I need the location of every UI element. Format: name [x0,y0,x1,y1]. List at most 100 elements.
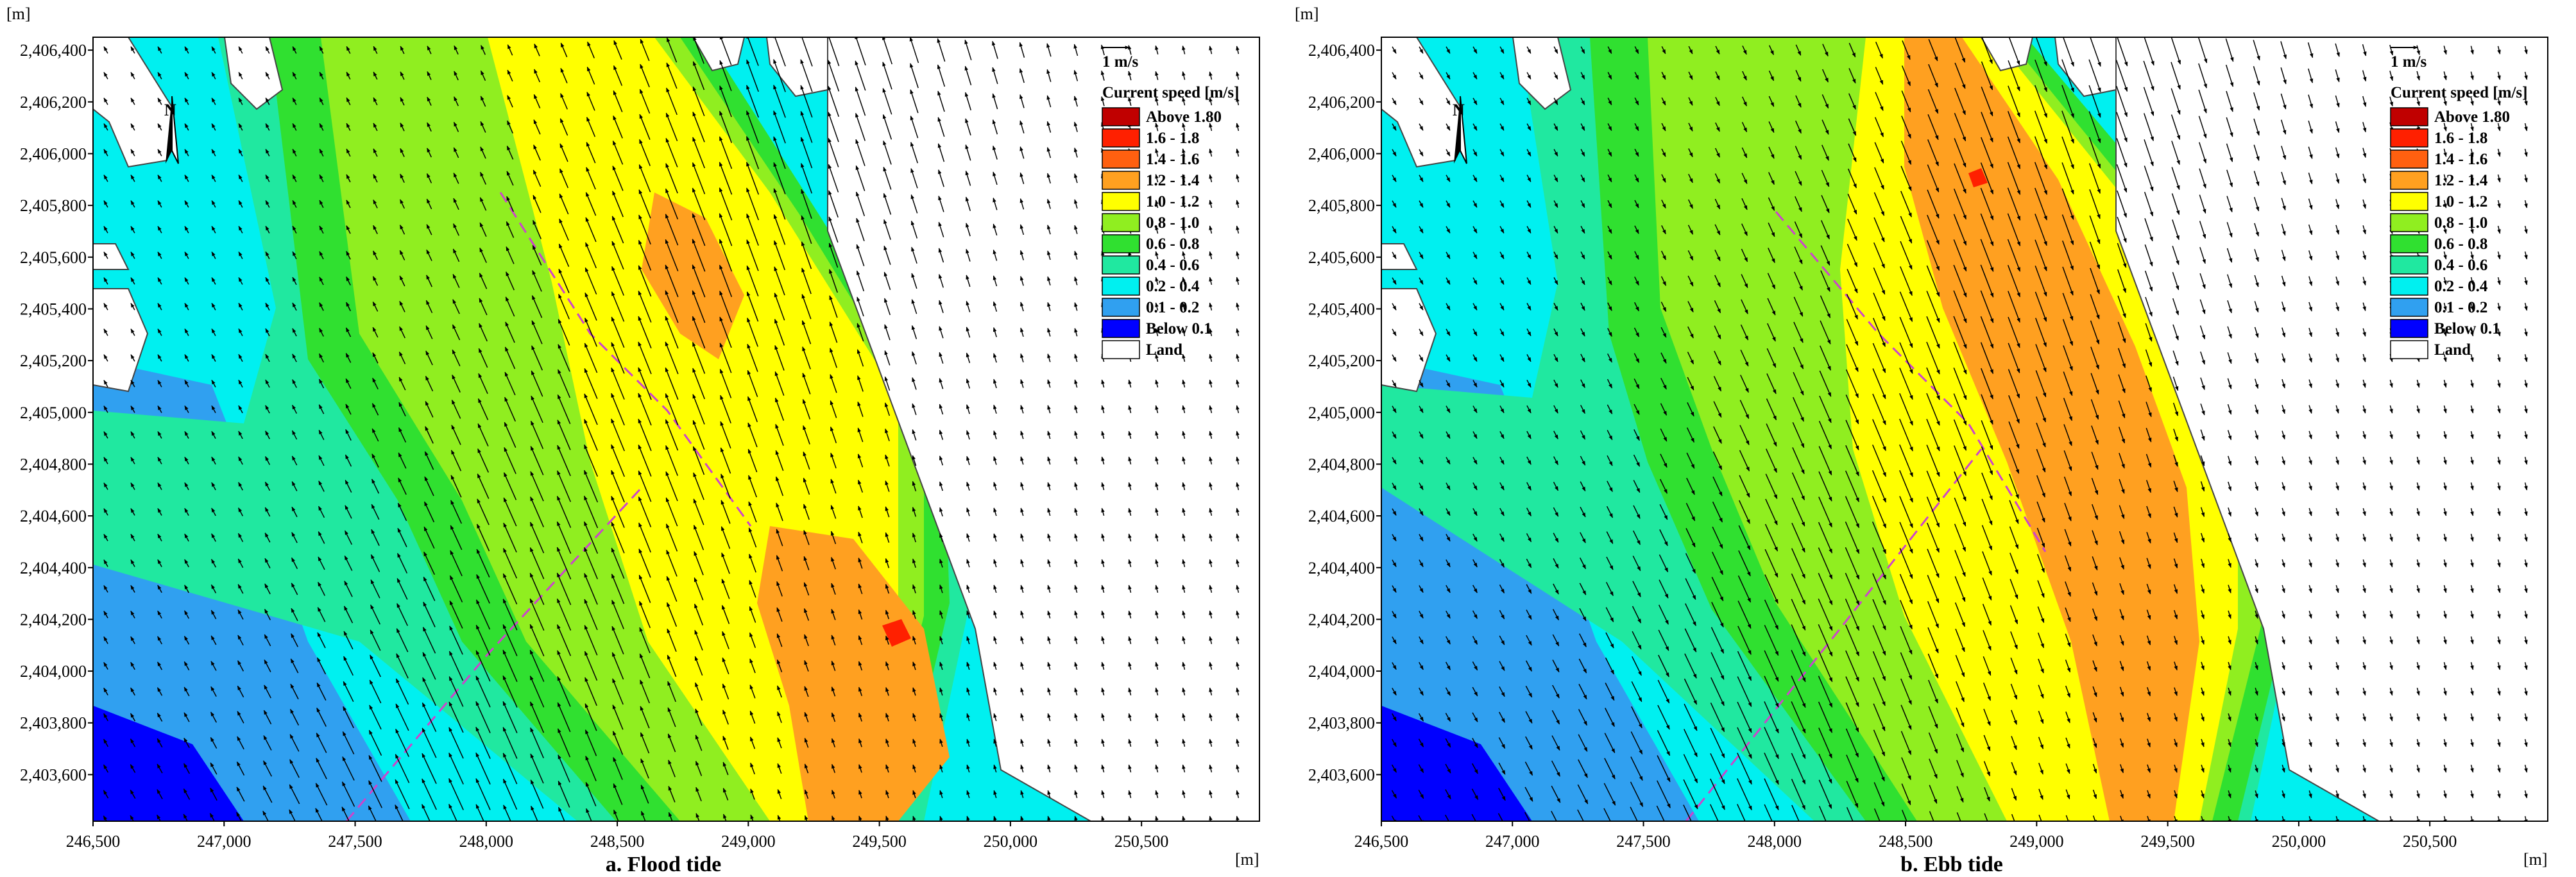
y-tick-label: 2,404,800 [20,455,87,473]
current-vector [451,425,461,445]
current-vector [184,277,189,285]
current-vector [291,583,298,595]
current-vector [157,175,162,182]
x-tick-label: 247,000 [197,832,252,851]
current-vector [237,558,244,568]
current-vector [346,46,351,54]
legend-title: Current speed [m/s] [2391,84,2527,101]
current-vector [422,728,437,758]
current-vector [157,123,162,131]
current-vector [183,763,190,774]
current-vector [319,123,324,131]
y-tick-label: 2,403,800 [20,714,87,733]
current-vector [398,477,407,495]
current-vector [237,609,244,620]
current-vector [211,251,216,259]
current-vector [396,653,409,679]
current-vector [130,380,135,387]
current-vector [157,814,161,821]
current-vector [316,657,327,675]
current-vector [103,303,108,311]
current-vector [103,636,108,644]
current-vector [103,559,108,567]
legend-label: 1.0 - 1.2 [1146,193,1199,210]
current-vector [346,251,351,260]
vector-scale-label: 1 m/s [2391,53,2427,71]
current-vector [157,431,162,439]
current-vector [130,303,135,311]
current-vector [157,251,162,259]
current-vector-field [103,37,1240,821]
speed-band-peak [882,619,911,647]
current-vector [184,149,189,157]
current-vector [263,735,272,751]
current-vector [264,507,271,517]
current-vector [130,354,135,362]
legend-label: Above 1.80 [2434,108,2510,126]
y-tick-label: 2,405,200 [1308,352,1375,370]
current-vector [265,174,270,182]
current-vector [371,504,380,520]
current-vector [157,661,163,670]
legend-label: 1.2 - 1.4 [1146,172,1200,189]
current-vector [157,763,163,774]
current-vector [103,149,108,157]
current-vector [130,738,136,747]
current-vector [373,97,378,106]
current-vector [448,701,464,733]
current-vector [265,225,270,234]
current-vector [317,607,326,622]
current-vector [130,789,136,799]
current-vector [477,423,489,447]
y-tick-label: 2,404,200 [20,610,87,629]
y-tick-label: 2,405,800 [1308,196,1375,215]
current-vector [344,581,353,597]
current-vector [399,300,405,312]
current-vector [316,733,327,753]
land-area [223,37,284,110]
current-vector [506,171,514,186]
current-vector [423,526,435,549]
current-vector [211,405,216,413]
current-vector [315,808,323,821]
current-vector [130,46,135,54]
current-vector [264,481,271,491]
current-vector [426,249,432,261]
current-vector [130,508,135,516]
y-tick-label: 2,405,000 [20,404,87,422]
current-vector [319,71,324,80]
current-vector [184,456,189,464]
current-vector [370,554,380,572]
legend-swatch [1102,192,1140,211]
legend-swatch [2390,171,2428,190]
current-vector [345,327,352,337]
current-vector [504,447,516,474]
current-vector [211,98,216,105]
current-vector [423,576,436,601]
current-vector [398,402,406,417]
current-vector [475,599,491,630]
y-tick-label: 2,406,000 [20,144,87,163]
current-vector [238,251,243,259]
current-vector [448,778,464,810]
current-vector [371,479,380,494]
current-vector [210,559,217,568]
current-vector [319,97,324,105]
current-vector [318,481,325,492]
current-vector [371,403,379,416]
current-vector [103,328,108,336]
current-vector [452,273,460,288]
current-vector [291,633,298,647]
current-vector [400,199,405,209]
current-vector [157,482,162,490]
speed-band-1-2-1-4 [642,192,744,359]
current-vector [157,789,163,799]
current-vector [422,627,436,654]
y-tick-label: 2,405,600 [1308,248,1375,267]
current-vector [157,226,162,234]
current-vector [452,248,460,262]
current-vector [319,46,324,54]
current-vector [346,71,351,80]
current-vector [265,430,270,439]
current-vector [238,175,243,182]
